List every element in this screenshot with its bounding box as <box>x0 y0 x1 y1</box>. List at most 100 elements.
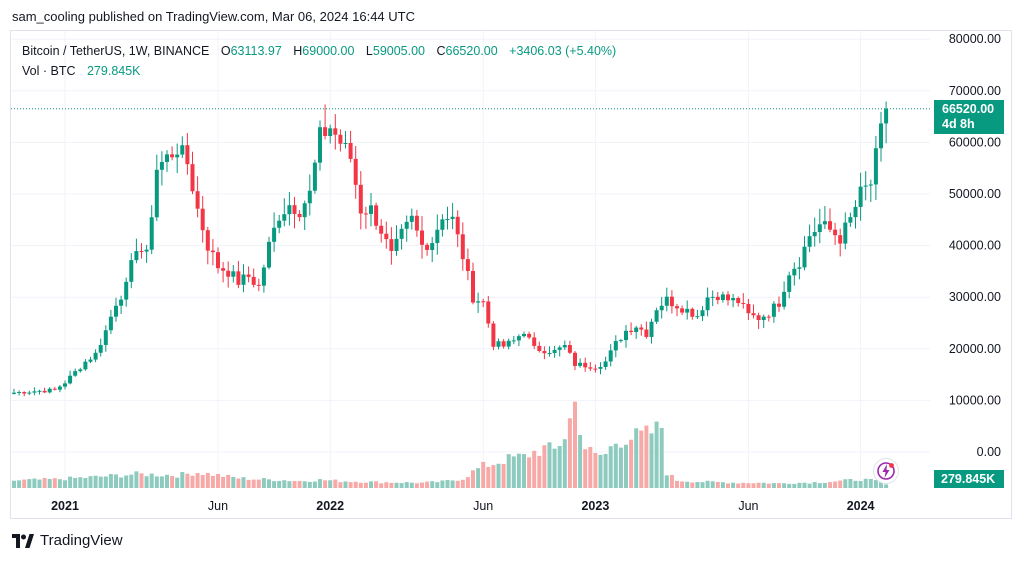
candle-body <box>149 217 154 250</box>
volume-bar <box>445 480 450 488</box>
volume-bar <box>399 483 404 488</box>
volume-bar <box>379 483 384 488</box>
candle-body <box>858 186 863 207</box>
publisher-line: sam_cooling published on TradingView.com… <box>12 9 415 24</box>
volume-bar <box>170 476 175 488</box>
volume-bar <box>812 482 817 488</box>
volume-bar <box>511 456 516 488</box>
lightning-icon <box>877 462 895 480</box>
candle-body <box>782 291 787 307</box>
legend-low-label: L <box>365 44 373 58</box>
legend-close-label: C <box>436 44 446 58</box>
candle-body <box>93 352 98 360</box>
candle-body <box>445 218 450 220</box>
tradingview-brand[interactable]: TradingView <box>12 532 123 549</box>
volume-bar <box>644 425 649 488</box>
volume-bar <box>787 483 792 488</box>
candle-body <box>756 315 761 321</box>
candle-body <box>644 329 649 337</box>
candle-body <box>267 241 271 268</box>
volume-bar <box>833 481 838 488</box>
candle-body <box>710 296 715 298</box>
volume-bar <box>251 479 256 488</box>
candle-body <box>318 127 322 163</box>
legend-symbol[interactable]: Bitcoin / TetherUS, 1W, BINANCE <box>22 44 210 58</box>
volume-bar <box>537 455 542 488</box>
candle-body <box>420 230 424 245</box>
legend-volume-label[interactable]: Vol · BTC <box>22 64 76 78</box>
candle-body <box>154 169 159 218</box>
brand-name: TradingView <box>40 532 123 549</box>
chart-frame[interactable] <box>10 30 1012 519</box>
volume-bar <box>256 479 261 488</box>
candle-body <box>828 221 832 230</box>
volume-bar <box>420 482 424 488</box>
volume-bar <box>649 433 654 488</box>
volume-bar <box>501 463 506 488</box>
volume-bar <box>639 430 644 488</box>
candle-body <box>527 333 532 338</box>
volume-bar <box>78 477 83 488</box>
volume-bar <box>226 474 231 488</box>
candle-body <box>98 344 103 353</box>
candle-body <box>654 310 659 322</box>
candle-body <box>603 361 608 367</box>
legend-open-label: O <box>220 44 231 58</box>
volume-bar <box>68 476 73 488</box>
candle-body <box>465 259 470 271</box>
candle-body <box>195 191 200 209</box>
candle-body <box>613 341 618 351</box>
candle-body <box>221 268 226 271</box>
volume-bar <box>343 481 348 488</box>
y-tick-label: 20000.00 <box>949 342 1001 356</box>
candle-body <box>578 362 583 366</box>
candle-body <box>185 145 190 165</box>
candle-body <box>491 323 496 347</box>
volume-bar <box>567 418 572 488</box>
volume-bar <box>221 476 226 488</box>
volume-bar <box>731 482 736 488</box>
volume-bar <box>318 479 322 488</box>
candle-body <box>435 229 440 244</box>
volume-bar <box>307 481 312 488</box>
flash-button[interactable] <box>873 458 899 484</box>
volume-bar <box>868 478 873 488</box>
volume-bar <box>185 473 190 488</box>
volume-bar <box>797 482 802 488</box>
volume-bar <box>491 465 496 488</box>
volume-bar <box>73 477 78 488</box>
volume-bar <box>103 476 108 488</box>
volume-bar <box>384 482 389 488</box>
candle-body <box>629 330 634 333</box>
volume-bar <box>777 483 781 488</box>
volume-bar <box>312 481 317 488</box>
candle-body <box>761 316 766 321</box>
volume-bar <box>114 474 118 488</box>
candle-body <box>358 184 363 214</box>
volume-bar <box>532 450 537 488</box>
volume-bar <box>756 482 761 488</box>
candle-body <box>251 276 256 285</box>
volume-bar <box>22 479 27 488</box>
candle-body <box>231 271 236 277</box>
x-tick-label: Jun <box>473 499 493 513</box>
legend-low-value: 59005.00 <box>372 44 426 58</box>
candle-body <box>205 230 210 251</box>
volume-bar <box>720 482 725 488</box>
volume-bar <box>680 481 685 488</box>
candle-body <box>68 375 73 384</box>
candle-body <box>57 386 62 390</box>
volume-bar <box>108 474 113 488</box>
volume-bar <box>394 482 399 488</box>
volume-bar <box>88 476 93 488</box>
volume-bar <box>766 483 771 488</box>
volume-bar <box>792 483 797 488</box>
candle-body <box>144 249 149 252</box>
volume-bar <box>771 483 776 488</box>
volume-bar <box>853 480 858 488</box>
candle-body <box>414 215 419 231</box>
candle-body <box>312 162 317 191</box>
volume-bar <box>618 447 623 488</box>
volume-bar <box>817 483 822 488</box>
